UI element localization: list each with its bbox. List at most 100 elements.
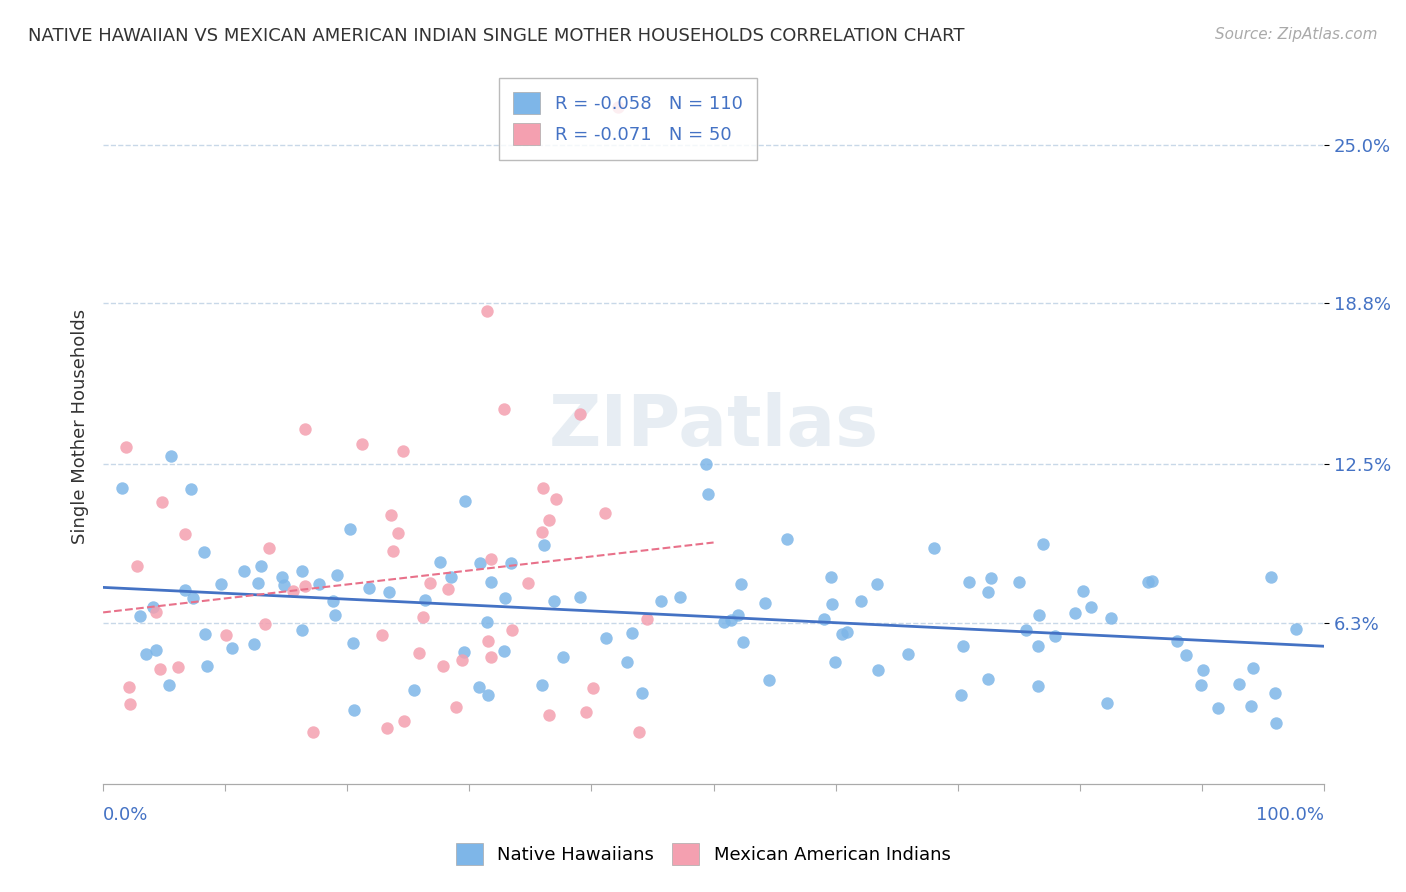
Point xyxy=(538,513,561,527)
Point xyxy=(1080,599,1102,614)
Point xyxy=(494,591,516,606)
Point xyxy=(837,625,859,640)
Text: ZIPatlas: ZIPatlas xyxy=(548,392,879,460)
Point xyxy=(1014,623,1036,637)
Point xyxy=(454,494,477,508)
Point xyxy=(479,649,502,664)
Point xyxy=(281,584,304,599)
Point xyxy=(733,635,755,649)
Point xyxy=(1285,622,1308,636)
Point xyxy=(831,626,853,640)
Point xyxy=(145,605,167,619)
Point xyxy=(952,640,974,654)
Point xyxy=(380,508,402,522)
Point xyxy=(181,591,204,605)
Point xyxy=(402,683,425,698)
Point xyxy=(553,649,575,664)
Y-axis label: Single Mother Households: Single Mother Households xyxy=(72,309,89,543)
Point xyxy=(375,721,398,735)
Point xyxy=(352,437,374,451)
Legend: R = -0.058   N = 110, R = -0.071   N = 50: R = -0.058 N = 110, R = -0.071 N = 50 xyxy=(499,78,758,160)
Point xyxy=(308,577,330,591)
Point xyxy=(1026,639,1049,653)
Point xyxy=(650,594,672,608)
Point xyxy=(727,607,749,622)
Point xyxy=(174,527,197,541)
Point xyxy=(976,585,998,599)
Point xyxy=(468,557,491,571)
Text: Source: ZipAtlas.com: Source: ZipAtlas.com xyxy=(1215,27,1378,42)
Point xyxy=(273,578,295,592)
Point xyxy=(621,626,644,640)
Point xyxy=(1229,676,1251,690)
Point xyxy=(118,697,141,711)
Point xyxy=(477,615,499,629)
Point xyxy=(243,637,266,651)
Point xyxy=(325,568,347,582)
Point xyxy=(776,532,799,546)
Point xyxy=(477,633,499,648)
Point xyxy=(322,594,344,608)
Point xyxy=(419,576,441,591)
Point xyxy=(533,538,555,552)
Point xyxy=(477,304,499,318)
Point xyxy=(392,444,415,458)
Text: 100.0%: 100.0% xyxy=(1256,806,1324,824)
Point xyxy=(897,647,920,661)
Point xyxy=(866,577,889,591)
Point xyxy=(339,522,361,536)
Point xyxy=(294,579,316,593)
Point xyxy=(824,655,846,669)
Point xyxy=(323,607,346,622)
Point xyxy=(531,482,554,496)
Point xyxy=(569,408,592,422)
Point xyxy=(408,646,430,660)
Point xyxy=(616,655,638,669)
Point xyxy=(1264,716,1286,731)
Point xyxy=(516,576,538,591)
Point xyxy=(1241,661,1264,675)
Point xyxy=(1095,697,1118,711)
Point xyxy=(302,725,325,739)
Point xyxy=(180,482,202,496)
Point xyxy=(494,644,516,658)
Point xyxy=(294,422,316,436)
Point xyxy=(149,662,172,676)
Point xyxy=(387,526,409,541)
Point xyxy=(271,570,294,584)
Point xyxy=(813,612,835,626)
Point xyxy=(413,592,436,607)
Point xyxy=(118,680,141,694)
Point xyxy=(950,688,973,702)
Point xyxy=(481,574,503,589)
Point xyxy=(582,681,605,695)
Point xyxy=(1189,678,1212,692)
Point xyxy=(215,628,238,642)
Point xyxy=(628,725,651,739)
Point xyxy=(977,672,1000,686)
Point xyxy=(720,613,742,627)
Point xyxy=(713,615,735,629)
Point xyxy=(922,541,945,555)
Point xyxy=(291,565,314,579)
Point xyxy=(451,653,474,667)
Point xyxy=(412,609,434,624)
Point xyxy=(1064,606,1087,620)
Point xyxy=(250,558,273,573)
Point xyxy=(479,551,502,566)
Point xyxy=(167,659,190,673)
Point xyxy=(595,507,617,521)
Point xyxy=(150,494,173,508)
Point xyxy=(432,659,454,673)
Point xyxy=(444,699,467,714)
Point xyxy=(695,458,717,472)
Text: 0.0%: 0.0% xyxy=(103,806,149,824)
Point xyxy=(957,574,980,589)
Point xyxy=(501,623,523,637)
Point xyxy=(669,590,692,604)
Point xyxy=(1028,607,1050,622)
Point xyxy=(849,593,872,607)
Point xyxy=(606,100,628,114)
Point xyxy=(537,707,560,722)
Point xyxy=(114,440,136,454)
